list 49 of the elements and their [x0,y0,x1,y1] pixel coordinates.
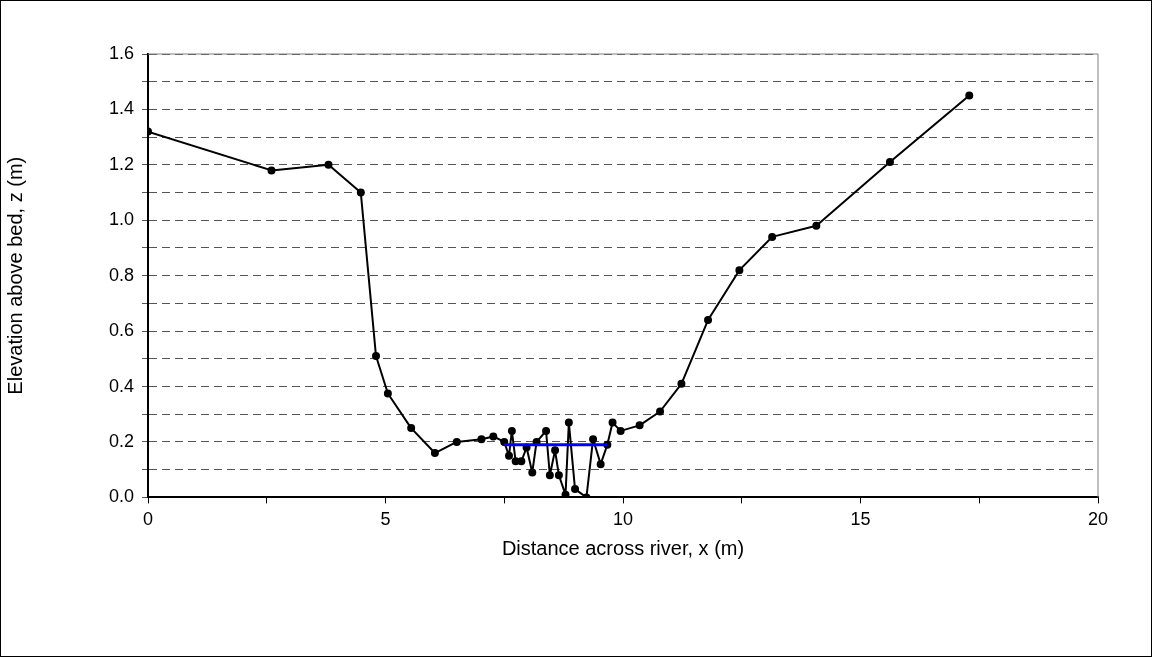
y-axis-title: Elevation above bed, z (m) [3,156,26,395]
y-tick-label: 0.4 [108,375,134,396]
x-tick-label: 20 [1087,509,1109,530]
y-tick-label: 0.2 [108,430,134,451]
point [545,471,554,480]
point [372,352,380,361]
point [528,468,537,477]
point [477,435,486,444]
point [768,232,777,241]
point [430,449,439,458]
point [812,221,821,230]
point [616,426,625,435]
point [517,457,526,466]
x-tick-label: 10 [612,509,634,530]
point [507,426,516,435]
x-tick-label: 15 [850,509,871,530]
point [608,418,617,427]
x-tick-label: 5 [380,509,391,530]
point [589,435,598,444]
point [542,426,551,435]
y-tick-label: 1.6 [108,42,134,63]
y-tick-label: 1.2 [108,153,134,174]
point [677,379,686,388]
y-tick-label: 1.0 [108,209,134,230]
point [551,446,560,455]
point [596,460,605,469]
y-tick-label: 1.4 [108,98,134,119]
x-axis-title: Distance across river, x (m) [501,536,745,559]
point [407,424,416,433]
point [564,418,573,427]
point [324,160,333,169]
point [489,432,498,441]
point [885,158,894,167]
point [383,389,392,398]
point [735,266,744,275]
point [656,407,665,416]
point [505,451,513,460]
point [267,166,276,175]
point [704,316,713,325]
y-tick-label: 0.8 [108,264,134,285]
point [965,91,974,100]
point [554,471,563,480]
point [571,485,580,494]
text: 0.0 [108,486,134,507]
point [635,421,644,430]
point [356,188,365,197]
point [452,437,461,446]
x-tick-label: 0 [142,509,154,530]
y-tick-label: 0.6 [108,320,134,341]
